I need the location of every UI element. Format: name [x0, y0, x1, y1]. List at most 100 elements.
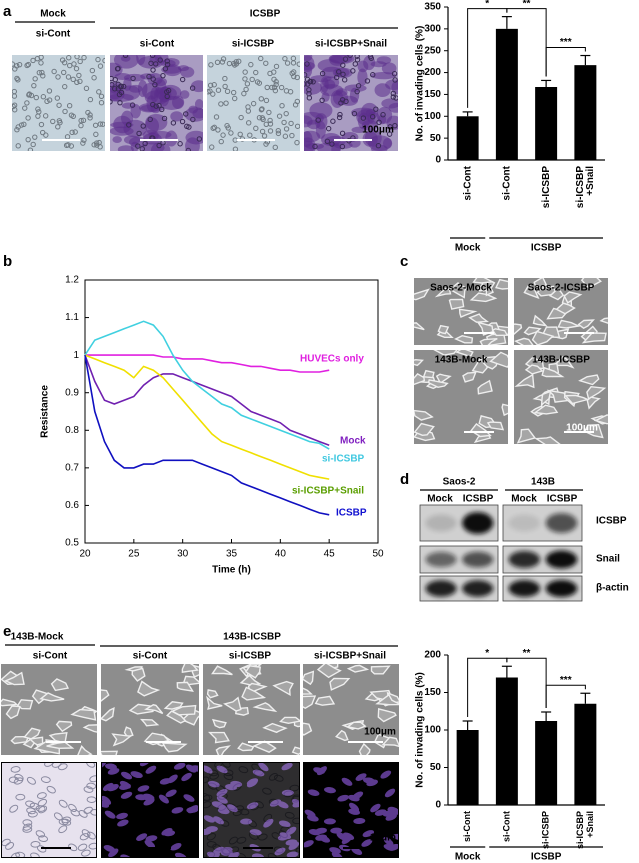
cell: [286, 851, 299, 857]
cell: [70, 76, 76, 83]
cell: [204, 765, 213, 774]
cell: [24, 100, 30, 106]
x-tick-label: 20: [79, 549, 91, 560]
cell: [14, 75, 20, 82]
cell: [279, 832, 292, 840]
cell: [330, 118, 336, 124]
cell: [325, 125, 332, 132]
y-tick-label: 200: [424, 650, 441, 661]
x-tick-label: si-ICSBP: [575, 166, 586, 209]
scale-label: 100μm: [566, 423, 598, 434]
cell: [393, 95, 398, 101]
cell: [391, 71, 398, 77]
cell: [38, 121, 45, 128]
cell: [14, 63, 20, 69]
series-label: si-ICSBP+Snail: [292, 486, 364, 497]
cell: [213, 816, 224, 825]
cell: [557, 319, 581, 329]
stain: [112, 136, 122, 143]
cell: [374, 809, 387, 816]
cell: [246, 779, 258, 788]
cell: [361, 839, 373, 847]
cell: [144, 704, 164, 715]
micrograph: [304, 55, 398, 151]
cell: [55, 720, 73, 733]
pore: [10, 766, 21, 773]
cell: [232, 95, 238, 102]
cell: [92, 122, 99, 128]
cell: [223, 696, 242, 712]
cell: [271, 76, 277, 83]
cell: [250, 100, 257, 107]
cell: [87, 96, 94, 103]
cell: [149, 55, 156, 59]
cell: [534, 436, 561, 444]
cell: [516, 428, 537, 444]
stain: [304, 55, 315, 73]
cell: [249, 829, 262, 836]
cell: [362, 830, 375, 838]
cell: [303, 722, 313, 736]
cell: [329, 847, 341, 854]
pore: [37, 805, 48, 814]
pore: [35, 830, 46, 838]
cell: [376, 119, 382, 125]
stain: [304, 111, 324, 125]
cell: [206, 689, 219, 699]
cell: [477, 379, 493, 395]
cell: [205, 826, 218, 833]
cell: [85, 109, 91, 116]
cell: [216, 788, 228, 797]
micrograph: [203, 664, 300, 755]
cell: [291, 746, 300, 755]
cell: [116, 91, 123, 98]
cell: [414, 358, 424, 367]
cell: [252, 769, 265, 777]
cell: [370, 803, 381, 813]
cell: [93, 140, 100, 146]
cell: [207, 88, 213, 94]
cell: [373, 106, 379, 112]
y-tick-label: 300: [424, 23, 441, 34]
cell: [161, 115, 168, 122]
cell: [160, 72, 166, 79]
cell: [387, 124, 393, 130]
x-tick-label: +Snail: [585, 811, 595, 838]
cell: [245, 104, 251, 110]
cell: [281, 763, 293, 771]
cell: [578, 374, 600, 386]
cell: [213, 846, 225, 855]
cell: [381, 736, 399, 748]
cell: [333, 74, 340, 81]
cell: [414, 422, 435, 437]
scale-label: 100μm: [362, 125, 394, 136]
cell: [152, 81, 158, 88]
cell: [31, 82, 37, 89]
cell: [46, 741, 75, 750]
cell: [233, 59, 239, 65]
cell: [279, 716, 300, 725]
y-tick-label: 0.7: [65, 462, 79, 473]
cell: [577, 319, 595, 330]
cell: [455, 350, 474, 357]
cell: [414, 322, 425, 331]
y-tick-label: 150: [424, 687, 441, 698]
cell: [272, 144, 278, 151]
cell: [287, 89, 294, 95]
cell: [228, 130, 234, 136]
condition: ICSBP: [547, 494, 578, 505]
group-label: ICSBP: [531, 852, 562, 863]
cell: [514, 337, 534, 345]
x-tick-label: si-Cont: [501, 811, 511, 842]
cell: [69, 129, 75, 136]
cell: [335, 729, 349, 742]
cell: [360, 115, 367, 121]
cell: [414, 288, 430, 301]
cell: [35, 106, 41, 112]
cell: [98, 93, 105, 100]
cell: [96, 89, 102, 95]
cell: [314, 695, 336, 706]
cell: [272, 680, 294, 697]
panel-letter: c: [400, 253, 408, 270]
cell: [313, 767, 325, 774]
